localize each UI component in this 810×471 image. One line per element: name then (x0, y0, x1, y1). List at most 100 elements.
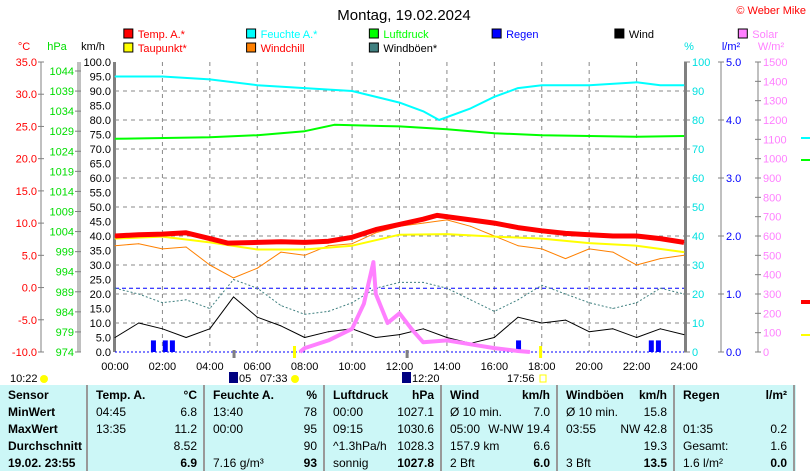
sunset-time: 17:56 (507, 373, 535, 385)
data-point (517, 316, 519, 318)
axis-tick-label: 0.0 (22, 283, 37, 295)
axis-tick-label: 20 (692, 289, 704, 301)
data-point (256, 249, 258, 251)
x-tick-label: 08:00 (291, 361, 319, 373)
data-point (541, 238, 543, 240)
data-point (375, 229, 377, 231)
data-point (422, 110, 424, 112)
data-point (351, 90, 353, 92)
data-point (446, 287, 448, 289)
data-point (161, 248, 163, 250)
data-point (138, 234, 140, 236)
legend-label: Taupunkt* (138, 43, 188, 55)
axis-tick-label: 15.0 (16, 186, 37, 198)
data-point (493, 310, 495, 312)
summary-table: Sensor MinWert MaxWert Durchschnitt 19.0… (0, 385, 796, 471)
axis-tick-label: 80.0 (90, 115, 111, 127)
x-tick-label: 00:00 (101, 361, 129, 373)
axis-tick-label: 30 (692, 260, 704, 272)
axis-tick-label: 999 (56, 247, 74, 259)
moonset-icon (229, 372, 238, 383)
cell-gust-r3b: 19.3 (643, 439, 667, 453)
x-tick-label: 18:00 (528, 361, 556, 373)
axis-tick-label: 50 (692, 202, 704, 214)
axis-tick-label: 50.0 (90, 202, 111, 214)
cell-gust-r2a: 03:55 (566, 422, 597, 436)
data-point (114, 235, 116, 237)
data-point (327, 245, 329, 247)
axis-tick-label: 85.0 (90, 101, 111, 113)
axis-tick-label: 500 (763, 250, 781, 262)
data-point (446, 128, 448, 130)
axis-tick-label: 100.0 (83, 57, 111, 69)
moon-tick (405, 350, 409, 358)
axis-tick-label: 989 (56, 287, 74, 299)
axis-unit: % (684, 41, 694, 53)
data-point (185, 232, 187, 234)
axis-tick-label: 1009 (50, 207, 74, 219)
axis-tick-label: 994 (56, 267, 74, 279)
col-press: Luftdruck hPa 00:00 1027.1 09:15 1030.6 ^1.3hP… (325, 385, 442, 471)
cell-press-r2a: 09:15 (333, 422, 364, 436)
cell-temp-r2b: 11.2 (174, 422, 197, 436)
data-point (683, 254, 685, 256)
cell-temp-r1a: 04:45 (96, 405, 127, 419)
label: MaxWert (8, 422, 58, 436)
axis-tick-label: 300 (763, 289, 781, 301)
cell-gust-r4a: 3 Bft (566, 456, 591, 470)
cell-hum-r4a: 7.16 g/m³ (213, 456, 264, 470)
data-point (161, 328, 163, 330)
data-point (256, 287, 258, 289)
data-point (438, 119, 440, 121)
cell-temp-r4b: 6.9 (180, 456, 197, 470)
data-point (233, 279, 235, 280)
rain-bar (648, 340, 654, 352)
data-point (209, 78, 211, 80)
data-point (541, 134, 543, 136)
data-point (161, 76, 163, 77)
axis-tick-label: 25.0 (90, 275, 111, 287)
axis-tick-label: 30.0 (90, 260, 111, 272)
x-tick-label: 22:00 (623, 361, 651, 373)
cell-press-r3a: ^1.3hPa/h (333, 439, 387, 453)
axis-tick-label: 1039 (50, 86, 74, 98)
axis-tick-label: 3.0 (726, 173, 741, 185)
axis-tick-label: 900 (763, 173, 781, 185)
data-point (209, 308, 211, 309)
legend-swatch (737, 28, 748, 39)
legend-label: Windböen* (383, 43, 438, 55)
data-point (564, 319, 566, 321)
axis-tick-label: 30.0 (16, 89, 37, 101)
data-point (256, 84, 258, 86)
data-point (446, 219, 448, 221)
data-point (138, 322, 140, 324)
rain-bar (655, 340, 661, 352)
axis-tick-label: 5.0 (96, 333, 111, 345)
axis-tick-label: 0.0 (96, 347, 111, 359)
cell-press-r3b: 1028.3 (397, 439, 434, 453)
data-point (683, 293, 685, 295)
data-point (363, 303, 365, 305)
label: MinWert (8, 405, 56, 419)
x-tick-label: 06:00 (243, 361, 271, 373)
x-tick-label: 04:00 (196, 361, 224, 373)
next-chart-fragment (801, 137, 810, 139)
legend-swatch (246, 28, 257, 39)
data-point (304, 87, 306, 89)
data-point (446, 339, 448, 341)
cell-rain-r2a: 01:35 (683, 422, 714, 436)
col-wind: Wind km/h Ø 10 min. 7.0 05:00 W-NW 19.4 157.9 … (442, 385, 558, 471)
legend-swatch (368, 28, 379, 39)
legend-label: Luftdruck (383, 29, 429, 41)
x-tick-label: 14:00 (433, 361, 461, 373)
axis-tick-label: 1019 (50, 166, 74, 178)
data-point (304, 241, 306, 243)
cell-rain-r4b: 0.0 (770, 456, 787, 470)
data-point (612, 328, 614, 330)
data-point (612, 251, 614, 253)
axis-tick-label: 80 (692, 115, 704, 127)
data-point (351, 236, 353, 238)
data-point (327, 310, 329, 312)
data-point (375, 232, 377, 234)
data-point (588, 331, 590, 333)
